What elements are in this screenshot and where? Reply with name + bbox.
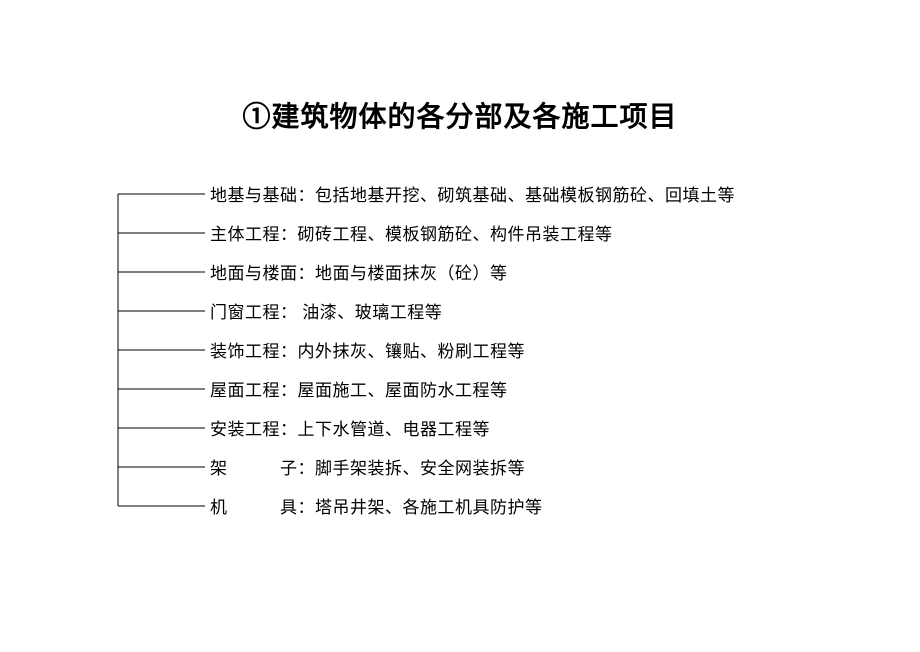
item-label: 安装工程： — [210, 420, 298, 439]
item-description: 地面与楼面抹灰（砼）等 — [315, 264, 508, 283]
list-item: 装饰工程：内外抹灰、镶贴、粉刷工程等 — [210, 341, 735, 380]
list-item: 门窗工程： 油漆、玻璃工程等 — [210, 302, 735, 341]
list-item: 主体工程：砌砖工程、模板钢筋砼、构件吊装工程等 — [210, 224, 735, 263]
item-description: 内外抹灰、镶贴、粉刷工程等 — [298, 342, 526, 361]
item-description: 砌砖工程、模板钢筋砼、构件吊装工程等 — [298, 225, 613, 244]
item-label: 地基与基础： — [210, 186, 315, 205]
item-label: 屋面工程： — [210, 381, 298, 400]
items-list: 地基与基础：包括地基开挖、砌筑基础、基础模板钢筋砼、回填土等主体工程：砌砖工程、… — [210, 185, 735, 536]
list-item: 机 具：塔吊井架、各施工机具防护等 — [210, 497, 735, 536]
item-label: 架 子： — [210, 459, 315, 478]
page-title: ①建筑物体的各分部及各施工项目 — [0, 0, 920, 135]
item-label: 门窗工程： — [210, 303, 298, 322]
list-item: 屋面工程：屋面施工、屋面防水工程等 — [210, 380, 735, 419]
item-description: 油漆、玻璃工程等 — [298, 303, 443, 322]
item-description: 上下水管道、电器工程等 — [298, 420, 491, 439]
item-description: 塔吊井架、各施工机具防护等 — [315, 498, 543, 517]
bracket-diagram — [115, 185, 210, 516]
list-item: 安装工程：上下水管道、电器工程等 — [210, 419, 735, 458]
item-label: 地面与楼面： — [210, 264, 315, 283]
list-item: 地基与基础：包括地基开挖、砌筑基础、基础模板钢筋砼、回填土等 — [210, 185, 735, 224]
list-item: 地面与楼面：地面与楼面抹灰（砼）等 — [210, 263, 735, 302]
item-label: 主体工程： — [210, 225, 298, 244]
item-label: 机 具： — [210, 498, 315, 517]
item-description: 脚手架装拆、安全网装拆等 — [315, 459, 525, 478]
item-description: 屋面施工、屋面防水工程等 — [298, 381, 508, 400]
item-label: 装饰工程： — [210, 342, 298, 361]
item-description: 包括地基开挖、砌筑基础、基础模板钢筋砼、回填土等 — [315, 186, 735, 205]
list-item: 架 子：脚手架装拆、安全网装拆等 — [210, 458, 735, 497]
